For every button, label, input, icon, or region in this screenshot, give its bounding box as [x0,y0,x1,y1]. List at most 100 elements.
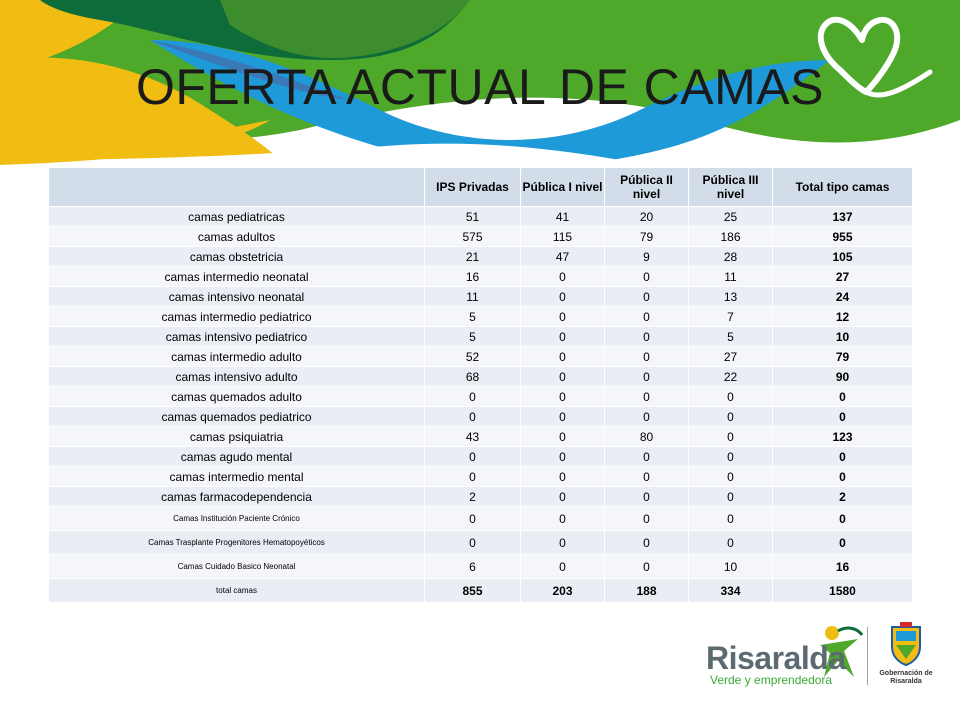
value-cell: 0 [604,326,689,347]
column-header: Pública I nivel [520,167,605,207]
value-cell: 0 [424,530,521,555]
value-cell: 5 [688,326,773,347]
total-cell: 0 [772,530,913,555]
total-cell: 955 [772,226,913,247]
row-label: camas psiquiatria [48,426,425,447]
row-label: total camas [48,578,425,603]
value-cell: 68 [424,366,521,387]
value-cell: 0 [520,386,605,407]
value-cell: 203 [520,578,605,603]
value-cell: 0 [424,446,521,467]
value-cell: 0 [424,466,521,487]
value-cell: 5 [424,306,521,327]
column-header: Pública III nivel [688,167,773,207]
total-cell: 16 [772,554,913,579]
value-cell: 0 [520,486,605,507]
value-cell: 0 [604,506,689,531]
value-cell: 0 [424,386,521,407]
logo-divider [867,627,868,685]
total-cell: 1580 [772,578,913,603]
value-cell: 0 [520,554,605,579]
value-cell: 7 [688,306,773,327]
heart-icon [817,16,933,98]
value-cell: 79 [604,226,689,247]
gov-line-1: Gobernación de [879,670,933,677]
row-label: camas intermedio mental [48,466,425,487]
table-row: camas farmacodependencia 2 0 0 0 2 [48,486,913,507]
value-cell: 6 [424,554,521,579]
table-row: Camas Institución Paciente Crónico 0 0 0 0 0 [48,506,913,531]
value-cell: 11 [424,286,521,307]
total-cell: 105 [772,246,913,267]
value-cell: 0 [604,306,689,327]
value-cell: 0 [520,426,605,447]
row-label: camas intensivo neonatal [48,286,425,307]
value-cell: 0 [688,466,773,487]
value-cell: 5 [424,326,521,347]
gov-line-2: Risaralda [890,678,922,685]
value-cell: 20 [604,206,689,227]
value-cell: 188 [604,578,689,603]
value-cell: 0 [604,286,689,307]
total-cell: 0 [772,446,913,467]
value-cell: 41 [520,206,605,227]
row-label: camas pediatricas [48,206,425,227]
value-cell: 186 [688,226,773,247]
total-cell: 27 [772,266,913,287]
value-cell: 0 [604,486,689,507]
value-cell: 27 [688,346,773,367]
value-cell: 0 [520,286,605,307]
value-cell: 0 [424,506,521,531]
table-row: camas intermedio neonatal 16 0 0 11 27 [48,266,913,287]
logo-name: Risaralda [706,640,846,676]
value-cell: 0 [688,506,773,531]
table-row: camas intensivo pediatrico 5 0 0 5 10 [48,326,913,347]
column-header [48,167,425,207]
row-label: camas quemados adulto [48,386,425,407]
value-cell: 80 [604,426,689,447]
value-cell: 0 [520,266,605,287]
value-cell: 0 [604,346,689,367]
value-cell: 21 [424,246,521,267]
value-cell: 0 [688,486,773,507]
total-cell: 123 [772,426,913,447]
value-cell: 0 [520,366,605,387]
value-cell: 0 [688,426,773,447]
value-cell: 0 [688,406,773,427]
table-row: camas adultos 575 115 79 186 955 [48,226,913,247]
total-cell: 79 [772,346,913,367]
total-cell: 2 [772,486,913,507]
table-row: camas intermedio mental 0 0 0 0 0 [48,466,913,487]
total-cell: 90 [772,366,913,387]
row-label: camas obstetricia [48,246,425,267]
table-row: camas intensivo neonatal 11 0 0 13 24 [48,286,913,307]
table-row: camas quemados pediatrico 0 0 0 0 0 [48,406,913,427]
value-cell: 9 [604,246,689,267]
value-cell: 52 [424,346,521,367]
value-cell: 0 [604,554,689,579]
value-cell: 0 [604,530,689,555]
value-cell: 0 [520,466,605,487]
value-cell: 0 [604,466,689,487]
table-row: camas quemados adulto 0 0 0 0 0 [48,386,913,407]
row-label: camas intensivo pediatrico [48,326,425,347]
table-row: camas intensivo adulto 68 0 0 22 90 [48,366,913,387]
row-label: camas quemados pediatrico [48,406,425,427]
page-title: OFERTA ACTUAL DE CAMAS [135,59,824,115]
value-cell: 0 [604,386,689,407]
row-label: camas adultos [48,226,425,247]
value-cell: 0 [520,326,605,347]
value-cell: 0 [604,406,689,427]
value-cell: 855 [424,578,521,603]
total-cell: 0 [772,466,913,487]
table-row: Camas Cuidado Basico Neonatal 6 0 0 10 16 [48,554,913,579]
table-header-row: IPS Privadas Pública I nivel Pública II … [48,167,913,207]
coat-of-arms-icon [891,622,921,667]
row-label: Camas Institución Paciente Crónico [48,506,425,531]
value-cell: 0 [520,446,605,467]
value-cell: 0 [604,266,689,287]
beds-table: IPS Privadas Pública I nivel Pública II … [48,167,913,603]
value-cell: 47 [520,246,605,267]
table-row: camas intermedio pediatrico 5 0 0 7 12 [48,306,913,327]
table-row: camas intermedio adulto 52 0 0 27 79 [48,346,913,367]
